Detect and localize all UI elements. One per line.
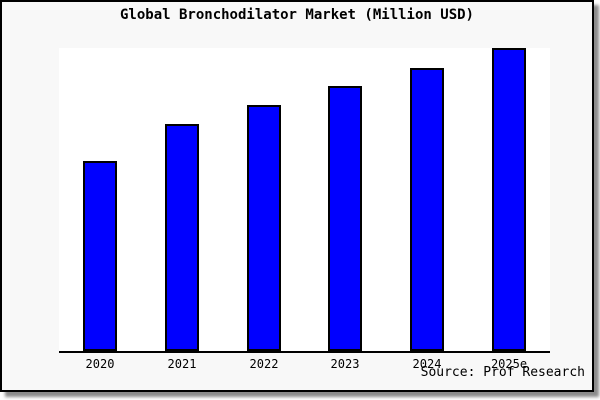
x-tick-label-2022: 2022 — [249, 357, 279, 371]
x-axis-labels: 2020 2021 2022 2023 2024 2025e — [59, 357, 550, 371]
bar-2024 — [410, 68, 444, 351]
plot-area — [59, 48, 550, 353]
bar-2023 — [328, 86, 362, 351]
x-tick-label-2020: 2020 — [85, 357, 115, 371]
bar-2022 — [247, 105, 281, 351]
source-credit: Source: Prof Research — [420, 365, 585, 380]
x-tick-label-2025e: 2025e — [490, 357, 528, 371]
x-tick-label-2024: 2024 — [412, 357, 442, 371]
bar-2020 — [83, 161, 117, 351]
chart-title: Global Bronchodilator Market (Million US… — [119, 7, 474, 23]
bar-2025e — [492, 48, 526, 351]
chart-frame: Global Bronchodilator Market (Million US… — [0, 0, 594, 392]
x-tick-label-2023: 2023 — [330, 357, 360, 371]
x-tick-label-2021: 2021 — [167, 357, 197, 371]
bar-2021 — [165, 124, 199, 351]
